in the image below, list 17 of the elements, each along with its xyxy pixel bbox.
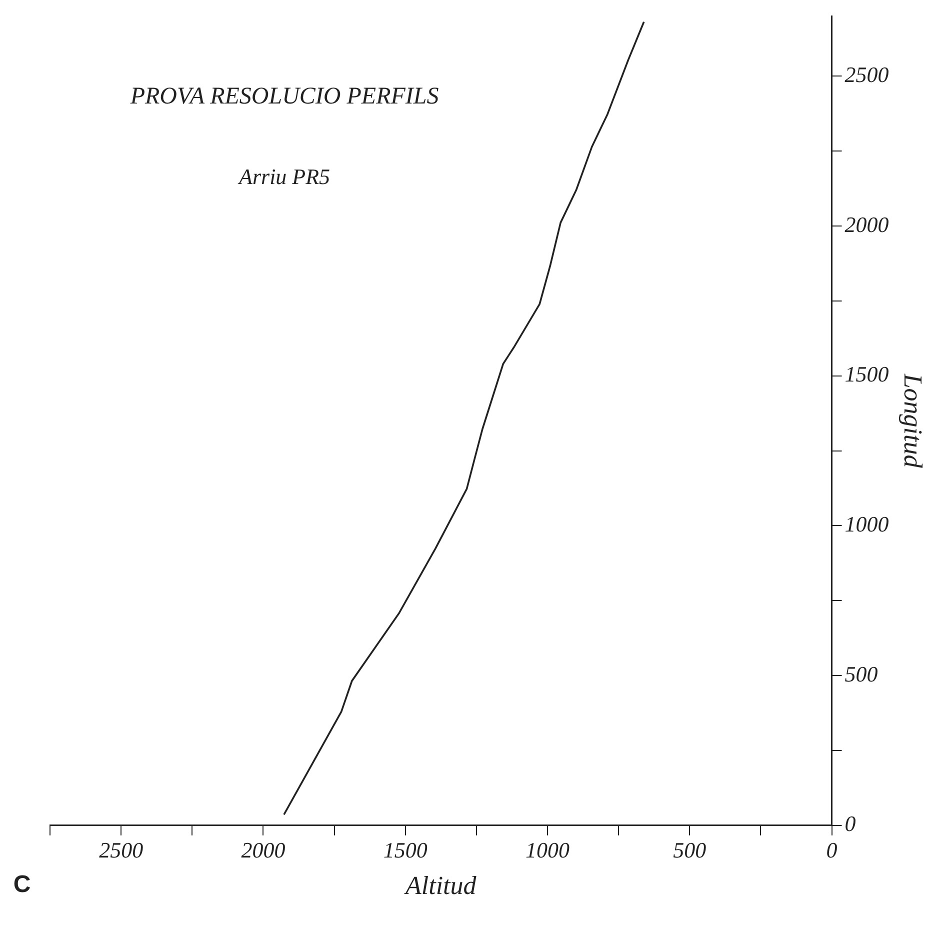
- text: PROVA RESOLUCIO PERFILS: [129, 83, 439, 110]
- y-axis-title: Longitud: [898, 372, 928, 469]
- y-tick-label: 2500: [844, 62, 889, 87]
- x-tick-label: 0: [826, 837, 838, 862]
- y-tick-label: 1500: [844, 362, 889, 387]
- y-tick-label: 1000: [844, 511, 889, 536]
- text: C: [13, 871, 31, 898]
- x-axis-title: Altitud: [404, 871, 478, 900]
- x-tick-label: 1000: [526, 837, 570, 862]
- x-tick-label: 2500: [99, 837, 144, 862]
- text: Arriu PR5: [237, 164, 330, 189]
- y-tick-label: 0: [844, 811, 856, 836]
- x-tick-label: 1500: [383, 837, 428, 862]
- y-tick-label: 500: [844, 661, 878, 686]
- x-tick-label: 500: [673, 837, 706, 862]
- x-tick-label: 2000: [241, 837, 286, 862]
- y-tick-label: 2000: [844, 212, 889, 237]
